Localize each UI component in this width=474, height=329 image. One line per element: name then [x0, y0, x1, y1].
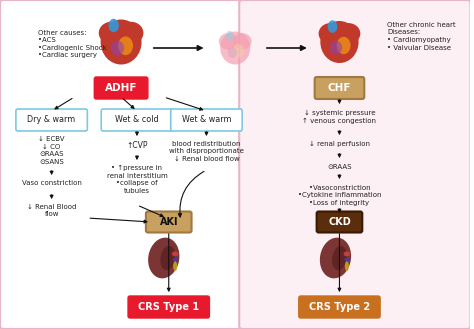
- Ellipse shape: [328, 20, 337, 33]
- Text: CRS Type 2: CRS Type 2: [309, 302, 370, 312]
- FancyBboxPatch shape: [171, 109, 242, 131]
- Ellipse shape: [228, 47, 237, 58]
- Ellipse shape: [118, 37, 133, 55]
- FancyBboxPatch shape: [317, 212, 362, 233]
- Ellipse shape: [109, 19, 119, 32]
- Ellipse shape: [219, 33, 237, 50]
- Text: ↓ ECBV
↓ CO
⊙RAAS
⊙SANS: ↓ ECBV ↓ CO ⊙RAAS ⊙SANS: [38, 136, 65, 164]
- Text: CHF: CHF: [328, 83, 351, 93]
- Text: Wet & warm: Wet & warm: [182, 115, 231, 124]
- FancyBboxPatch shape: [94, 77, 148, 99]
- Ellipse shape: [172, 251, 178, 256]
- Ellipse shape: [220, 32, 250, 64]
- Ellipse shape: [173, 261, 177, 271]
- Ellipse shape: [337, 23, 360, 44]
- Ellipse shape: [226, 31, 234, 41]
- Ellipse shape: [345, 258, 349, 262]
- Text: ↓ renal perfusion: ↓ renal perfusion: [309, 141, 370, 147]
- Text: blood redistribution
with disproportionate
↓ Renal blood flow: blood redistribution with disproportiona…: [169, 141, 244, 162]
- Text: Other chronic heart
Diseases:
• Cardiomyopathy
• Valvular Disease: Other chronic heart Diseases: • Cardiomy…: [387, 22, 456, 50]
- Text: Wet & cold: Wet & cold: [115, 115, 159, 124]
- Ellipse shape: [319, 23, 342, 44]
- Ellipse shape: [110, 40, 124, 56]
- FancyBboxPatch shape: [128, 296, 210, 318]
- Ellipse shape: [320, 238, 351, 278]
- Ellipse shape: [344, 251, 350, 256]
- Ellipse shape: [118, 22, 144, 44]
- Ellipse shape: [345, 261, 349, 271]
- FancyBboxPatch shape: [315, 77, 365, 99]
- FancyBboxPatch shape: [146, 212, 191, 233]
- FancyBboxPatch shape: [16, 109, 87, 131]
- Ellipse shape: [100, 19, 142, 64]
- Text: ADHF: ADHF: [105, 83, 137, 93]
- Ellipse shape: [332, 246, 347, 270]
- FancyBboxPatch shape: [101, 109, 173, 131]
- Text: AKI: AKI: [159, 217, 178, 227]
- Ellipse shape: [148, 238, 179, 278]
- Text: ⊙RAAS: ⊙RAAS: [327, 164, 352, 170]
- Text: Vaso constriction: Vaso constriction: [22, 180, 82, 186]
- FancyBboxPatch shape: [0, 0, 241, 329]
- Text: ↓ systemic pressure
↑ venous congestion: ↓ systemic pressure ↑ venous congestion: [302, 110, 376, 124]
- Text: ↑CVP: ↑CVP: [126, 141, 148, 150]
- FancyBboxPatch shape: [299, 296, 380, 318]
- Ellipse shape: [160, 246, 175, 270]
- Ellipse shape: [173, 258, 178, 262]
- FancyBboxPatch shape: [239, 0, 471, 329]
- Text: • ↑pressure in
renal interstitium
•collapse of
tubules: • ↑pressure in renal interstitium •colla…: [107, 165, 167, 194]
- Ellipse shape: [337, 37, 351, 54]
- Ellipse shape: [99, 22, 124, 44]
- Ellipse shape: [233, 44, 244, 58]
- Ellipse shape: [233, 33, 252, 50]
- Ellipse shape: [320, 21, 358, 63]
- Text: CRS Type 1: CRS Type 1: [138, 302, 199, 312]
- Text: •Vasoconstriction
•Cytokine inflammation
•Loss of integrity: •Vasoconstriction •Cytokine inflammation…: [298, 185, 381, 206]
- Text: CKD: CKD: [328, 217, 351, 227]
- Text: ↓ Renal Blood
flow: ↓ Renal Blood flow: [27, 204, 76, 217]
- Text: Other causes:
•ACS
•Cardiogenic Shock
•Cardiac surgery: Other causes: •ACS •Cardiogenic Shock •C…: [38, 30, 107, 59]
- Ellipse shape: [330, 40, 342, 55]
- Text: Dry & warm: Dry & warm: [27, 115, 76, 124]
